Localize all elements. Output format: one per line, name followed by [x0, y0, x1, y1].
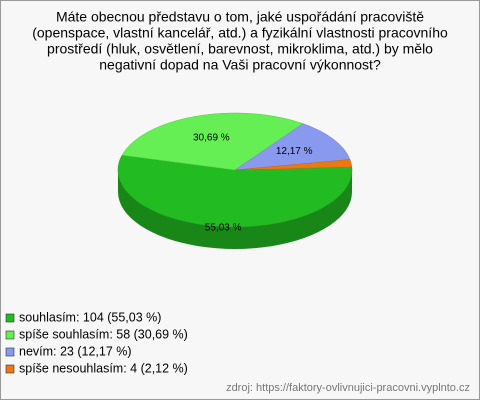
- legend-label: spíše nesouhlasím: 4 (2,12 %): [19, 361, 188, 375]
- chart-title: prostředí (hluk, osvětlení, barevnost, m…: [47, 41, 433, 57]
- pie-slice: [117, 154, 353, 228]
- legend-swatch: [5, 313, 15, 323]
- pie-slice: [234, 159, 353, 171]
- pie-slice: [234, 123, 351, 171]
- chart-title: (openspace, vlastní kancelář, atd.) a fy…: [32, 25, 448, 41]
- legend-label: souhlasím: 104 (55,03 %): [19, 310, 161, 324]
- legend-swatch: [5, 364, 15, 374]
- data-label: 12,17 %: [276, 146, 313, 157]
- legend-label: spíše souhlasím: 58 (30,69 %): [19, 327, 188, 341]
- pie-side: [118, 170, 352, 249]
- legend-swatch: [5, 347, 15, 357]
- data-label: 30,69 %: [193, 132, 230, 143]
- chart-title: Máte obecnou představu o tom, jaké uspoř…: [56, 9, 424, 25]
- legend-swatch: [5, 330, 15, 340]
- source: zdroj: https://faktory-ovlivnujici-praco…: [226, 382, 470, 394]
- legend-label: nevím: 23 (12,17 %): [19, 344, 132, 358]
- pie-slice: [121, 112, 304, 171]
- data-label: 55,03 %: [205, 223, 242, 234]
- chart-title: negativní dopad na Vaši pracovní výkonno…: [99, 57, 381, 73]
